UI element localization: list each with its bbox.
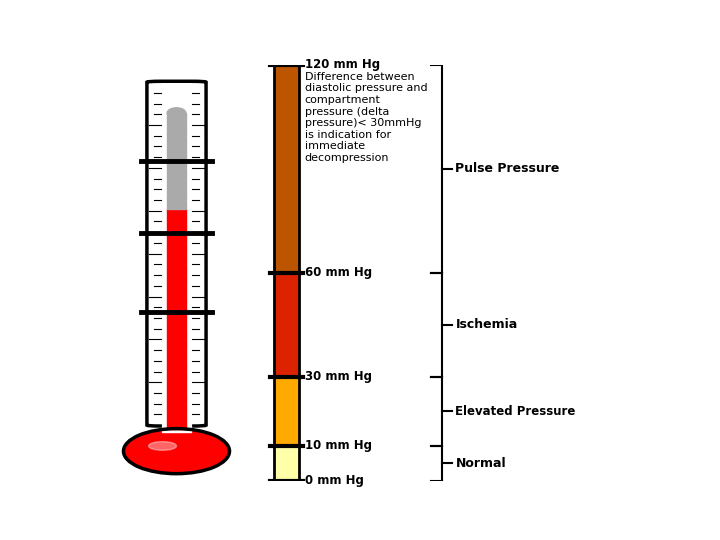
Ellipse shape <box>124 429 230 474</box>
Text: Normal: Normal <box>456 457 506 470</box>
Text: Pulse Pressure: Pulse Pressure <box>456 162 560 176</box>
Text: 10 mm Hg: 10 mm Hg <box>305 440 372 453</box>
Text: 120 mm Hg: 120 mm Hg <box>305 58 380 71</box>
Bar <box>274 446 300 481</box>
Bar <box>274 65 300 481</box>
FancyBboxPatch shape <box>147 81 206 426</box>
Text: 0 mm Hg: 0 mm Hg <box>305 474 364 487</box>
Ellipse shape <box>167 108 186 118</box>
Ellipse shape <box>148 442 176 450</box>
Bar <box>274 65 300 273</box>
Text: Difference between
diastolic pressure and
compartment
pressure (delta
pressure)<: Difference between diastolic pressure an… <box>305 72 428 163</box>
Bar <box>274 273 300 377</box>
Bar <box>274 377 300 446</box>
Text: 60 mm Hg: 60 mm Hg <box>305 266 372 279</box>
Text: Elevated Pressure: Elevated Pressure <box>456 405 576 418</box>
Text: 30 mm Hg: 30 mm Hg <box>305 370 372 383</box>
Text: Ischemia: Ischemia <box>456 318 518 331</box>
